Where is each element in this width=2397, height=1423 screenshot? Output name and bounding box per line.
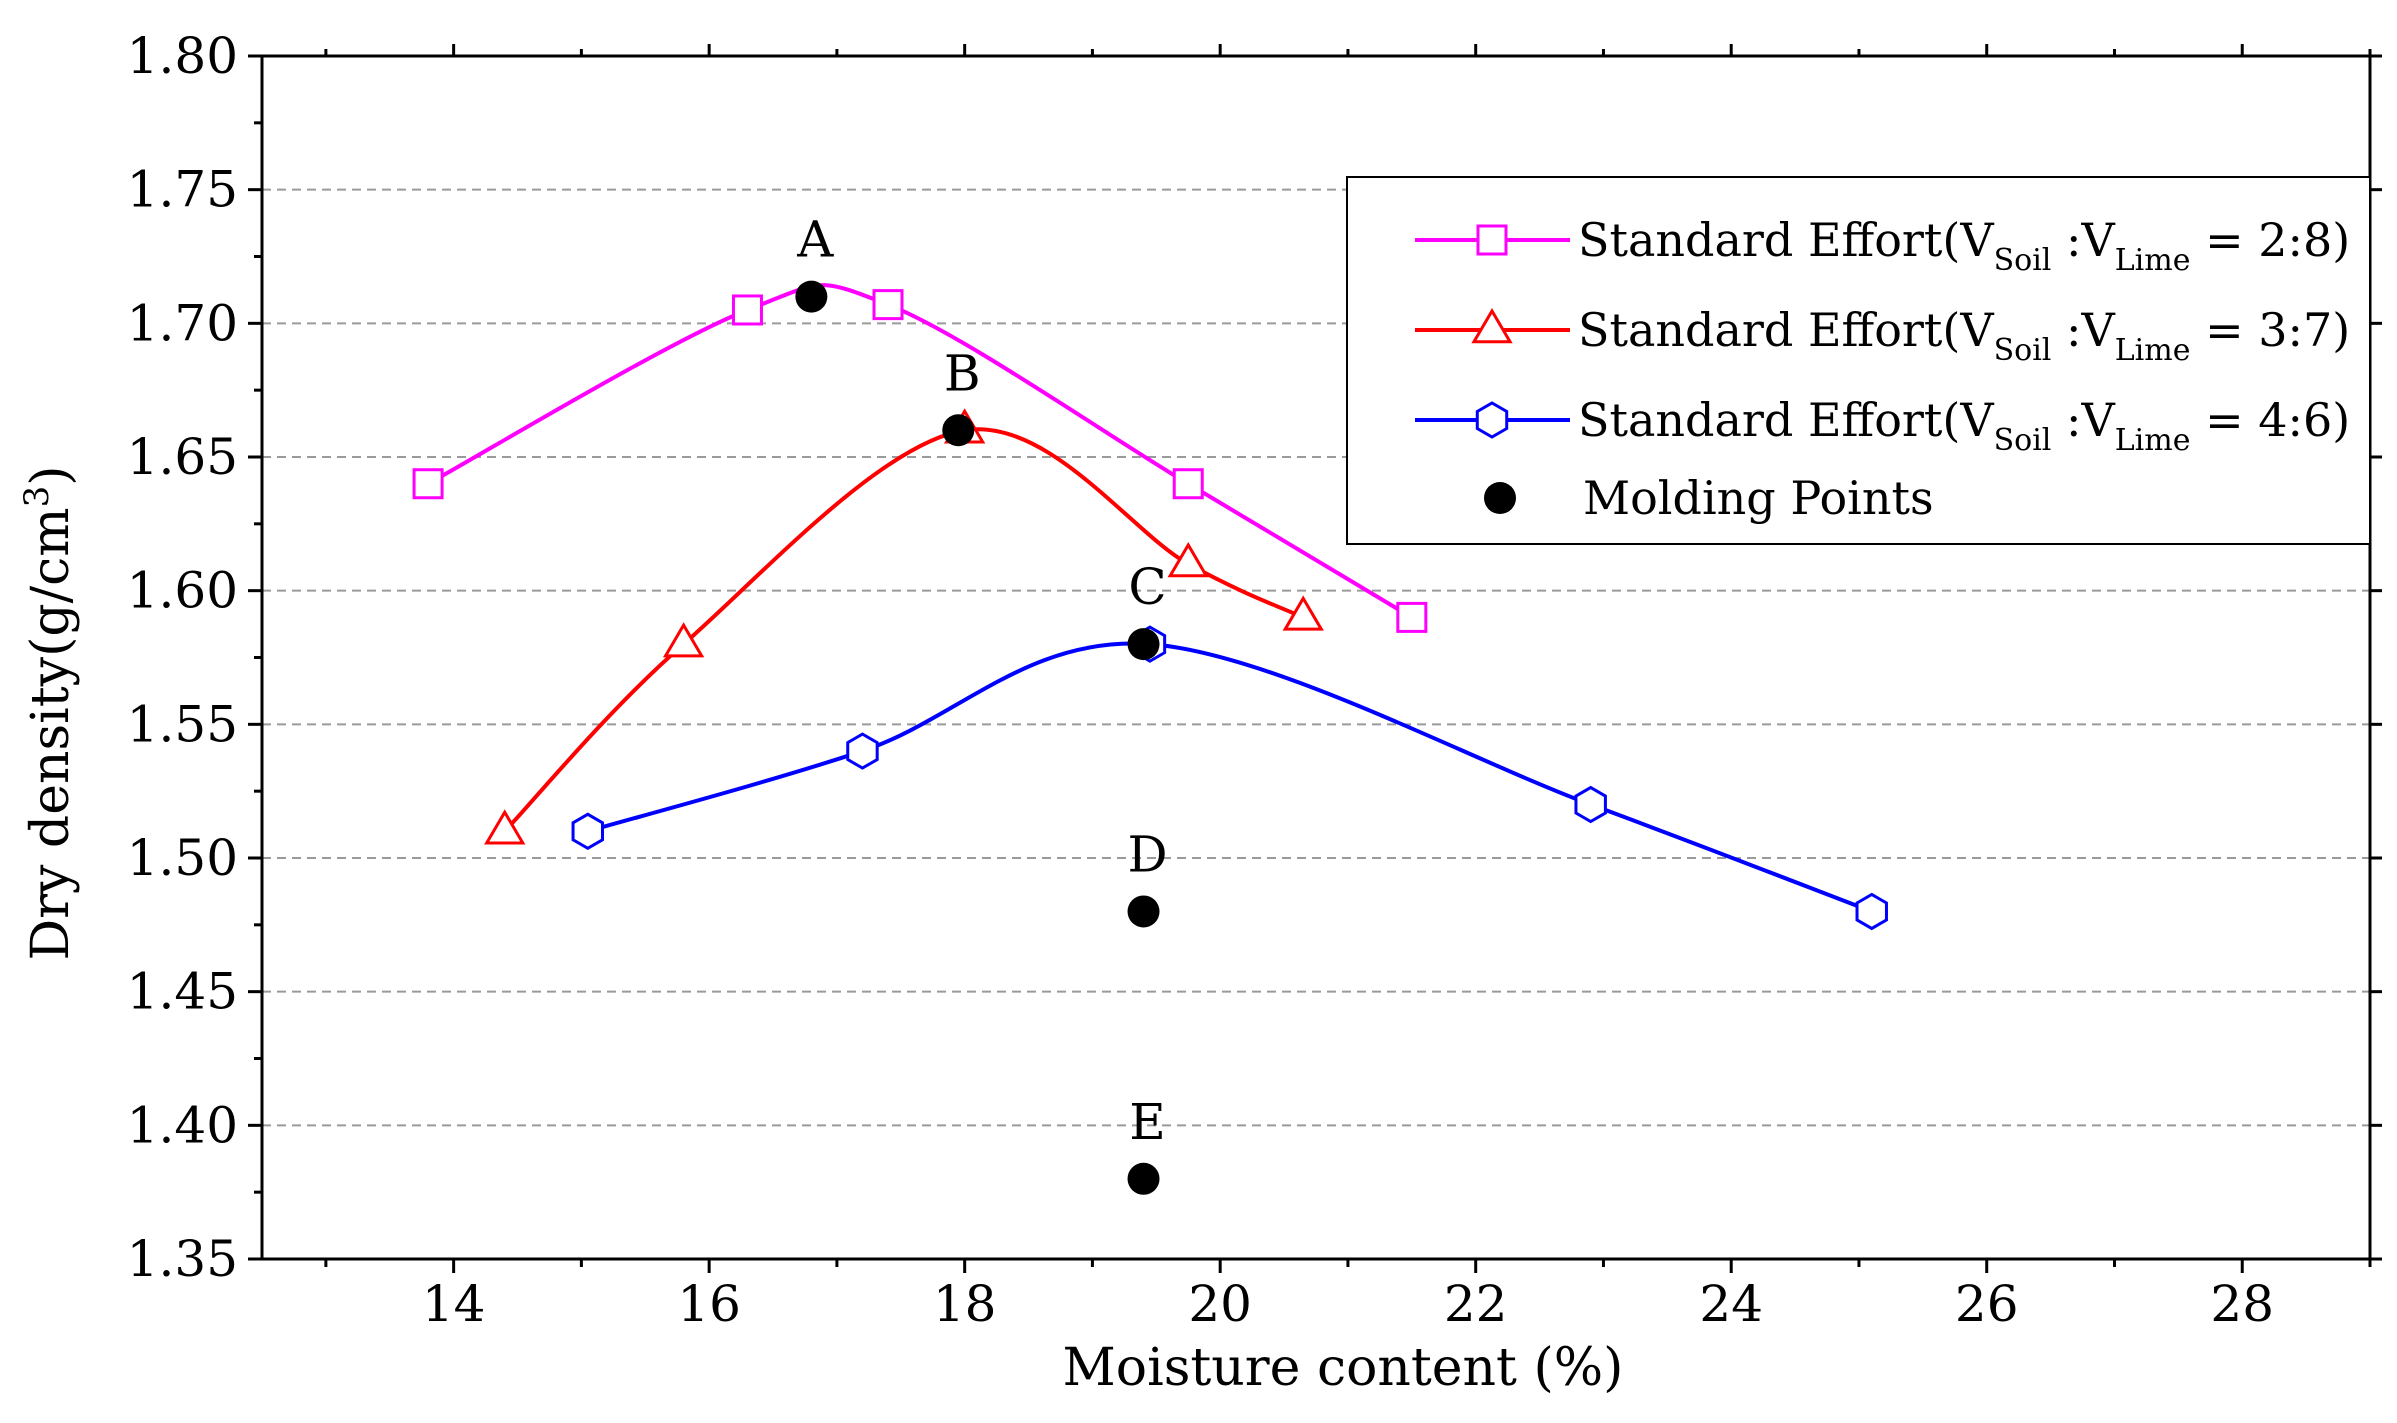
- y-tick-label: 1.60: [127, 562, 238, 620]
- molding-point-b: [942, 414, 975, 447]
- series-point-s28: [1396, 601, 1428, 633]
- series-line-s46: [587, 641, 1873, 914]
- legend-label-s46: Standard Effort(VSoil :VLime = 4:6): [1578, 393, 2350, 458]
- legend-marker-s46: [1475, 401, 1509, 439]
- x-axis-label: Moisture content (%): [1063, 1338, 1624, 1398]
- legend-text-part: Lime: [2115, 243, 2191, 278]
- molding-point-d: [1127, 895, 1160, 928]
- y-axis-label-main: Dry density(g/cm: [21, 507, 81, 960]
- legend-text-part: Soil: [1994, 243, 2052, 278]
- series-point-s37: [1167, 541, 1209, 578]
- y-tick-label: 1.40: [127, 1096, 238, 1154]
- y-tick-label: 1.70: [127, 294, 238, 352]
- legend-text-part: Soil: [1994, 423, 2052, 458]
- molding-point-e: [1127, 1162, 1160, 1195]
- molding-point-c: [1127, 628, 1160, 661]
- y-axis-label-close: ): [21, 465, 81, 485]
- legend-label-s37: Standard Effort(VSoil :VLime = 3:7): [1578, 303, 2350, 368]
- y-tick-label: 1.55: [127, 695, 238, 753]
- series-point-s46: [1855, 892, 1888, 931]
- legend-text-part: = 4:6): [2190, 393, 2350, 447]
- legend-text-part: Lime: [2115, 423, 2191, 458]
- legend-text-part: Standard Effort(V: [1578, 303, 1994, 357]
- molding-point-label-d: D: [1127, 825, 1167, 883]
- series-point-s46: [846, 732, 879, 770]
- y-tick-label: 1.65: [127, 428, 238, 486]
- legend: Standard Effort(VSoil :VLime = 2:8)Stand…: [1346, 176, 2371, 545]
- axis-tick-labels: 1.35 1.40 1.45 1.50 1.55 1.60 1.65 1.70 1.75 1.80…: [127, 27, 2274, 1333]
- series-point-s28: [731, 294, 763, 326]
- series-point-s28: [1172, 468, 1204, 500]
- series-point-s28: [872, 289, 904, 321]
- series-point-s46: [571, 812, 605, 850]
- legend-label-s28: Standard Effort(VSoil :VLime = 2:8): [1578, 213, 2350, 278]
- x-tick-label: 20: [1188, 1275, 1252, 1333]
- legend-text-part: = 3:7): [2190, 303, 2350, 357]
- series-point-s37: [1282, 595, 1324, 631]
- legend-text-part: Soil: [1994, 333, 2052, 368]
- legend-text-part: = 2:8): [2190, 213, 2350, 267]
- legend-text-part: :V: [2051, 213, 2115, 267]
- x-tick-label: 14: [422, 1275, 486, 1333]
- legend-text-part: :V: [2051, 303, 2115, 357]
- legend-text-part: Standard Effort(V: [1578, 213, 1994, 267]
- series-point-s37: [484, 809, 526, 845]
- series-point-s46: [1574, 785, 1607, 824]
- molding-point-a: [795, 280, 828, 313]
- y-tick-label: 1.45: [127, 963, 238, 1021]
- x-tick-label: 26: [1955, 1275, 2019, 1333]
- y-tick-label: 1.35: [127, 1230, 238, 1288]
- x-tick-label: 16: [677, 1275, 741, 1333]
- molding-point-label-e: E: [1129, 1093, 1166, 1151]
- y-tick-label: 1.50: [127, 829, 238, 887]
- legend-text-part: :V: [2051, 393, 2115, 447]
- y-axis-label-superscript: 3: [17, 486, 57, 508]
- molding-point-label-c: C: [1128, 558, 1166, 616]
- series-point-s28: [412, 468, 444, 500]
- series-point-s37: [662, 622, 705, 658]
- legend-label-molding: Molding Points: [1583, 471, 1934, 525]
- y-tick-label: 1.75: [127, 161, 238, 219]
- molding-point-label-a: A: [796, 211, 834, 269]
- x-tick-label: 28: [2210, 1275, 2274, 1333]
- molding-point-label-b: B: [944, 344, 981, 402]
- legend-marker-molding: [1484, 482, 1516, 514]
- molding-points: A B C D E: [795, 211, 1168, 1195]
- legend-marker-s37: [1471, 308, 1513, 344]
- y-axis-label: Dry density(g/cm3): [17, 465, 81, 960]
- y-tick-label: 1.80: [127, 27, 238, 85]
- legend-marker-s28: [1476, 224, 1508, 256]
- x-tick-label: 18: [933, 1275, 997, 1333]
- legend-text-part: Lime: [2115, 333, 2191, 368]
- axis-ticks: [248, 44, 2382, 1273]
- legend-text-part: Standard Effort(V: [1578, 393, 1994, 447]
- x-tick-label: 22: [1444, 1275, 1508, 1333]
- x-tick-label: 24: [1699, 1275, 1763, 1333]
